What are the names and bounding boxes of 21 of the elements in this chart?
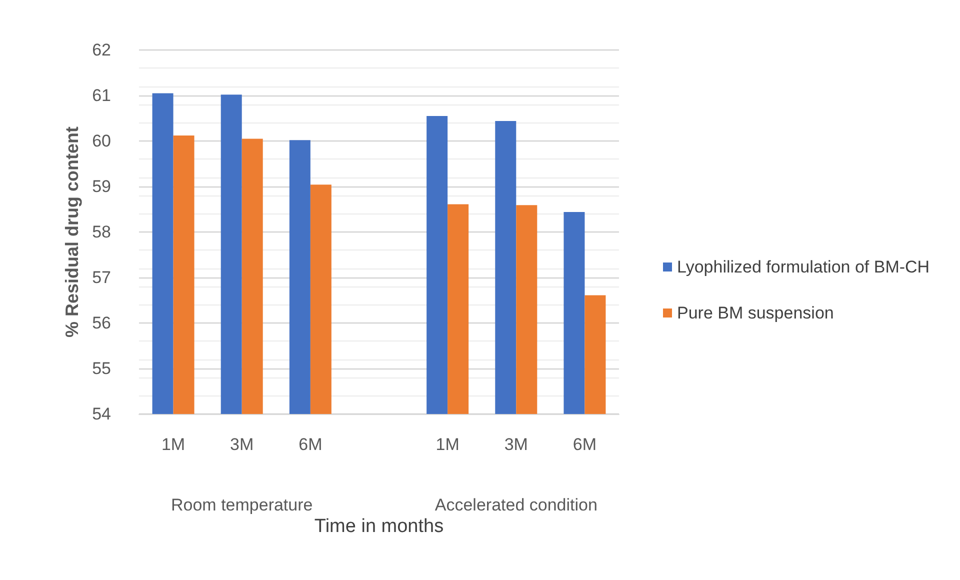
x-tick-label: 3M: [230, 435, 254, 454]
y-tick-label: 61: [92, 86, 111, 105]
text: Room temperature: [170, 496, 313, 514]
legend-label: Pure BM suspension: [677, 304, 834, 322]
text: Accelerated condition: [434, 496, 598, 514]
x-axis-title: Time in months: [314, 516, 444, 537]
y-tick-label: 62: [92, 40, 111, 60]
y-tick-label: 59: [92, 177, 111, 196]
y-tick-label: 60: [92, 132, 111, 150]
x-tick-label: 1M: [161, 435, 186, 454]
x-tick-label: 6M: [572, 435, 597, 454]
y-tick-label: 56: [92, 314, 111, 332]
x-tick-label: 6M: [298, 435, 322, 454]
y-tick-label: 54: [92, 404, 111, 424]
x-tick-label: 1M: [436, 435, 460, 454]
y-tick-label: 58: [92, 222, 111, 242]
y-tick-label: 55: [92, 359, 111, 378]
legend-label: Lyophilized formulation of BM-CH: [677, 258, 930, 276]
y-axis-title: % Residual drug content: [62, 126, 82, 338]
y-tick-label: 57: [92, 268, 111, 287]
x-tick-label: 3M: [504, 435, 528, 454]
